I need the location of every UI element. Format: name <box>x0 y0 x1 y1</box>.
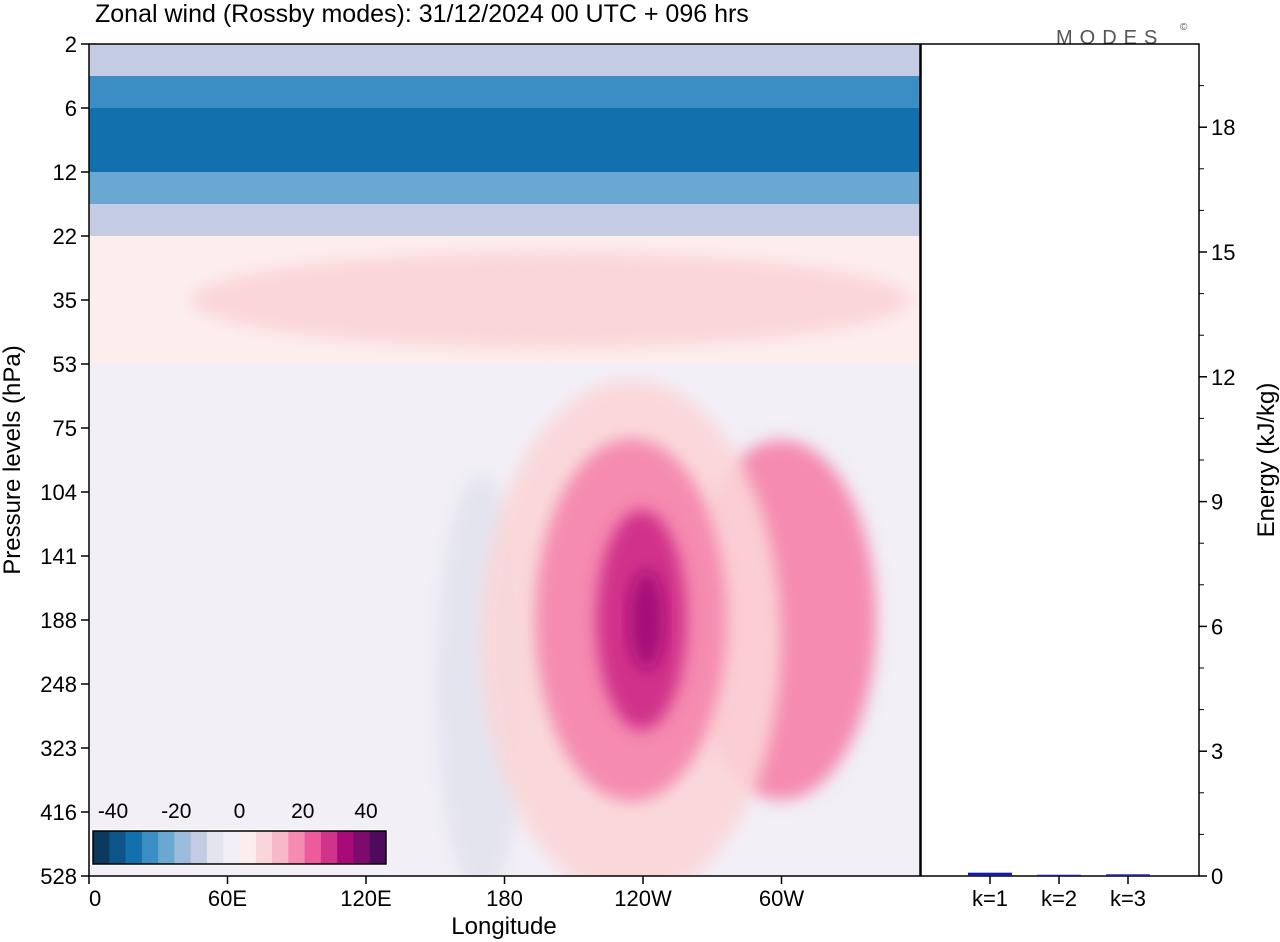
colorbar-label: -20 <box>161 800 191 823</box>
colorbar-label: 0 <box>234 800 246 823</box>
wind-fields <box>89 44 920 876</box>
chart-title: Zonal wind (Rossby modes): 31/12/2024 00… <box>95 0 749 28</box>
colorbar-label: 20 <box>291 800 314 823</box>
x-axis-title: Longitude <box>451 913 556 940</box>
wind-band <box>89 172 920 204</box>
colorbar-swatch <box>239 831 257 864</box>
colorbar-swatch <box>320 831 338 864</box>
energy-axis: 0 3 6 9 12 15 18 <box>1199 85 1235 889</box>
wind-band <box>89 44 920 76</box>
wind-core-max <box>628 570 665 670</box>
longitude-axis: 0 60E 120E 180 120W 60W <box>88 876 804 911</box>
energy-bar <box>1037 874 1081 876</box>
energy-axis-title: Energy (kJ/kg) <box>1253 383 1280 538</box>
energy-tick-label: 12 <box>1211 365 1235 390</box>
wind-band <box>89 204 920 236</box>
y-tick-label: 416 <box>40 800 77 825</box>
y-tick-label: 75 <box>53 416 77 441</box>
x-tick-label: 120E <box>340 886 391 911</box>
energy-tick-label: 3 <box>1211 739 1223 764</box>
colorbar-swatch <box>109 831 127 864</box>
energy-tick-label: 6 <box>1211 614 1223 639</box>
energy-bar <box>968 872 1012 876</box>
y-tick-label: 22 <box>53 224 77 249</box>
colorbar-swatch <box>288 831 306 864</box>
colorbar-swatch <box>125 831 143 864</box>
colorbar: -40 -20 0 20 40 <box>91 800 388 866</box>
colorbar-swatch <box>272 831 289 864</box>
y-axis-title: Pressure levels (hPa) <box>0 345 26 574</box>
pressure-axis: 2 6 12 22 35 53 75 104 141 188 248 323 416 528 <box>40 32 89 889</box>
y-tick-label: 35 <box>53 288 77 313</box>
y-tick-label: 12 <box>53 160 77 185</box>
x-tick-label: 120W <box>614 886 672 911</box>
y-tick-label: 2 <box>65 32 77 57</box>
energy-panel-frame <box>920 43 1200 877</box>
contour-plot <box>89 44 920 876</box>
y-tick-label: 323 <box>40 736 77 761</box>
y-tick-label: 188 <box>40 608 77 633</box>
wind-band <box>89 76 920 108</box>
y-tick-label: 141 <box>40 544 77 569</box>
bar-label: k=3 <box>1110 886 1146 911</box>
y-tick-label: 248 <box>40 672 77 697</box>
x-tick-label: 0 <box>89 886 101 911</box>
colorbar-swatch <box>304 831 322 864</box>
y-tick-label: 104 <box>40 480 77 505</box>
energy-bars: k=1 k=2 k=3 <box>968 872 1150 911</box>
energy-bar <box>1106 874 1150 876</box>
x-tick-label: 60E <box>208 886 247 911</box>
colorbar-swatch <box>353 831 371 864</box>
y-tick-label: 528 <box>40 864 77 889</box>
colorbar-swatch <box>93 831 110 864</box>
colorbar-swatch <box>255 831 273 864</box>
colorbar-swatch <box>158 831 175 864</box>
bar-label: k=2 <box>1041 886 1077 911</box>
y-tick-label: 53 <box>53 352 77 377</box>
wind-band <box>89 108 920 172</box>
colorbar-swatch <box>337 831 354 864</box>
colorbar-swatch <box>190 831 208 864</box>
brand-mark: © <box>1180 22 1188 33</box>
energy-tick-label: 18 <box>1211 115 1235 140</box>
energy-tick-label: 0 <box>1211 864 1223 889</box>
x-tick-label: 180 <box>486 886 523 911</box>
energy-tick-label: 15 <box>1211 240 1235 265</box>
x-tick-label: 60W <box>759 886 804 911</box>
colorbar-swatch <box>223 831 240 864</box>
colorbar-label: -40 <box>98 800 128 823</box>
wind-blob <box>190 252 911 348</box>
energy-tick-label: 9 <box>1211 490 1223 515</box>
bar-label: k=1 <box>972 886 1008 911</box>
colorbar-swatch <box>174 831 192 864</box>
colorbar-label: 40 <box>354 800 377 823</box>
colorbar-frame <box>92 830 387 865</box>
colorbar-swatch <box>141 831 159 864</box>
colorbar-swatch <box>369 831 387 864</box>
y-tick-label: 6 <box>65 96 77 121</box>
colorbar-swatch <box>206 831 224 864</box>
